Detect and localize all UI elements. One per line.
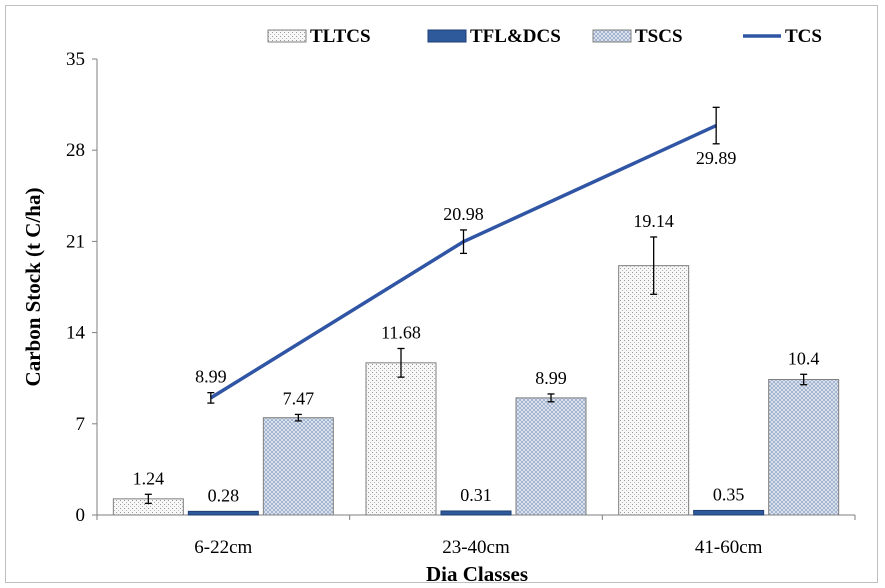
data-label: 1.24 bbox=[133, 468, 165, 488]
legend-label: TSCS bbox=[635, 26, 683, 47]
x-tick-label: 6-22cm bbox=[194, 537, 252, 558]
legend-label: TFL&DCS bbox=[470, 26, 561, 47]
line-data-label: 8.99 bbox=[195, 367, 227, 387]
bar-tfl-dcs bbox=[693, 509, 765, 516]
data-label: 0.28 bbox=[208, 485, 240, 505]
legend-item-tltcs: TLTCS bbox=[267, 26, 371, 47]
legend-swatch bbox=[592, 29, 632, 43]
bar-tscs bbox=[768, 379, 840, 516]
y-tick-label: 0 bbox=[76, 505, 86, 526]
data-label: 0.31 bbox=[460, 485, 492, 505]
legend-swatch bbox=[267, 29, 307, 43]
chart-frame bbox=[5, 5, 878, 583]
y-tick-label: 35 bbox=[66, 49, 85, 70]
y-tick-label: 28 bbox=[66, 140, 85, 161]
data-label: 19.14 bbox=[633, 211, 674, 231]
legend-label: TCS bbox=[785, 26, 822, 47]
y-tick-label: 14 bbox=[66, 323, 86, 344]
data-label: 8.99 bbox=[535, 368, 567, 388]
x-tick-label: 41-60cm bbox=[695, 537, 763, 558]
bar-tltcs bbox=[618, 265, 690, 516]
data-label: 10.4 bbox=[788, 348, 820, 368]
line-data-label: 29.89 bbox=[696, 148, 737, 168]
x-axis-title: Dia Classes bbox=[426, 562, 528, 586]
data-label: 0.35 bbox=[713, 484, 745, 504]
legend-item-tscs: TSCS bbox=[592, 26, 683, 47]
bar-tscs bbox=[515, 397, 587, 516]
legend-item-tcs: TCS bbox=[743, 26, 822, 47]
line-data-label: 20.98 bbox=[443, 204, 484, 224]
legend-item-tfl-dcs: TFL&DCS bbox=[427, 26, 561, 47]
y-tick-label: 7 bbox=[76, 414, 86, 435]
y-axis-title: Carbon Stock (t C/ha) bbox=[21, 188, 45, 387]
bar-tfl-dcs bbox=[187, 510, 259, 516]
bar-tscs bbox=[262, 417, 334, 516]
x-tick-label: 23-40cm bbox=[442, 537, 510, 558]
bar-tltcs bbox=[365, 362, 437, 516]
legend-swatch bbox=[427, 29, 467, 43]
data-label: 11.68 bbox=[381, 322, 421, 342]
y-tick-label: 21 bbox=[66, 231, 85, 252]
legend-label: TLTCS bbox=[310, 26, 371, 47]
data-label: 7.47 bbox=[283, 388, 315, 408]
bar-tfl-dcs bbox=[440, 510, 512, 516]
